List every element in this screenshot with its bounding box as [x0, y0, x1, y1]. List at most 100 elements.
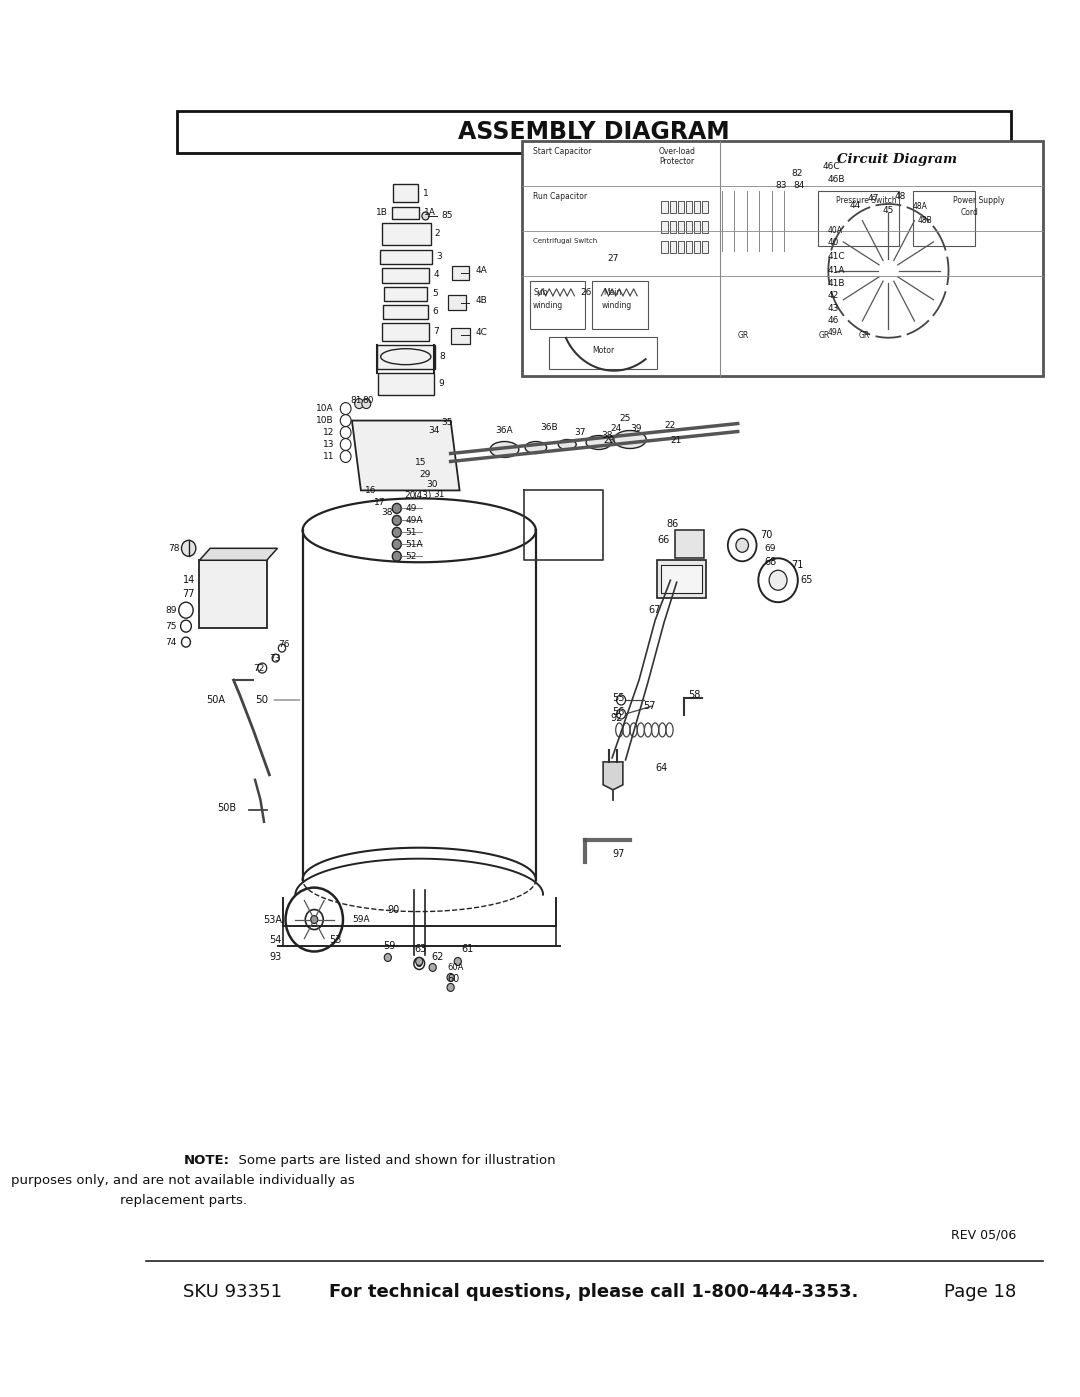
Text: 13: 13: [323, 440, 334, 448]
Text: 62: 62: [431, 953, 443, 963]
Text: 47: 47: [868, 194, 879, 204]
Text: 67: 67: [648, 605, 660, 615]
Bar: [448, 295, 465, 310]
Bar: [675, 531, 703, 559]
Text: 8: 8: [438, 352, 445, 362]
Text: 49: 49: [406, 504, 417, 513]
Text: 49A: 49A: [827, 328, 842, 337]
Circle shape: [311, 915, 318, 923]
Bar: [200, 560, 267, 629]
Circle shape: [455, 957, 461, 965]
Text: 20: 20: [404, 490, 416, 500]
Bar: [670, 221, 676, 233]
Text: 2: 2: [434, 229, 440, 239]
Bar: [686, 221, 692, 233]
Text: 90: 90: [388, 905, 400, 915]
Text: 24: 24: [610, 425, 622, 433]
Bar: [819, 191, 900, 246]
Text: 23: 23: [603, 436, 615, 446]
Text: 51: 51: [406, 528, 417, 536]
Text: 92: 92: [610, 712, 623, 724]
Text: 50A: 50A: [206, 694, 225, 705]
Text: 27: 27: [608, 254, 619, 264]
Bar: [661, 201, 667, 212]
Text: 58: 58: [688, 690, 701, 700]
Text: 46C: 46C: [823, 162, 840, 170]
Bar: [382, 323, 429, 341]
Text: replacement parts.: replacement parts.: [120, 1194, 246, 1207]
Text: 1: 1: [422, 189, 429, 197]
Bar: [380, 250, 432, 264]
Text: 10B: 10B: [316, 416, 334, 425]
Circle shape: [392, 515, 402, 525]
Text: 14: 14: [183, 576, 195, 585]
Text: GR: GR: [859, 331, 870, 341]
Bar: [670, 240, 676, 253]
Text: 10A: 10A: [316, 404, 334, 414]
Text: 73: 73: [269, 654, 281, 662]
Text: 35: 35: [442, 418, 454, 427]
Text: Circuit Diagram: Circuit Diagram: [837, 152, 957, 166]
Text: winding: winding: [534, 302, 564, 310]
Bar: [661, 240, 667, 253]
Circle shape: [429, 964, 436, 971]
Text: 1A: 1A: [423, 208, 435, 218]
Text: 25: 25: [619, 414, 631, 423]
Bar: [381, 224, 431, 244]
Text: 34: 34: [428, 426, 440, 434]
Circle shape: [362, 398, 370, 408]
Circle shape: [447, 974, 455, 982]
Bar: [384, 286, 428, 300]
Text: 3: 3: [436, 253, 442, 261]
Ellipse shape: [525, 441, 546, 454]
Text: SKU 93351: SKU 93351: [184, 1282, 282, 1301]
Text: 15: 15: [415, 458, 427, 467]
Text: 4B: 4B: [476, 296, 487, 306]
Text: 42: 42: [827, 292, 839, 300]
Text: 7: 7: [433, 327, 440, 337]
Text: 70: 70: [760, 531, 772, 541]
Text: (43): (43): [413, 490, 431, 500]
Polygon shape: [832, 205, 953, 345]
Text: 41A: 41A: [827, 267, 845, 275]
Bar: [393, 184, 418, 203]
Text: 50: 50: [255, 694, 300, 705]
Text: 51A: 51A: [406, 539, 423, 549]
Text: 86: 86: [666, 520, 678, 529]
Circle shape: [769, 570, 787, 590]
Text: 80: 80: [363, 397, 374, 405]
Text: 66: 66: [657, 535, 670, 545]
Text: Cord: Cord: [960, 208, 978, 218]
Text: 4A: 4A: [476, 267, 487, 275]
Text: 38: 38: [602, 432, 612, 440]
Text: 63: 63: [415, 944, 427, 954]
Text: 85: 85: [442, 211, 454, 221]
Text: 4C: 4C: [476, 328, 487, 337]
Text: 93: 93: [270, 953, 282, 963]
Circle shape: [447, 983, 455, 992]
Text: 17: 17: [375, 497, 386, 507]
Bar: [677, 201, 684, 212]
Text: 36B: 36B: [540, 423, 558, 432]
Bar: [592, 281, 648, 328]
Text: 59A: 59A: [352, 915, 369, 923]
Bar: [383, 305, 428, 319]
Text: 53: 53: [329, 935, 342, 944]
Bar: [382, 268, 429, 282]
Text: 81: 81: [350, 397, 362, 405]
Text: 30: 30: [427, 481, 437, 489]
Text: 38: 38: [381, 509, 393, 517]
Text: 11: 11: [323, 453, 334, 461]
Text: REV 05/06: REV 05/06: [950, 1229, 1016, 1242]
Text: 5: 5: [432, 289, 437, 299]
Text: Start Capacitor: Start Capacitor: [534, 147, 592, 155]
Text: For technical questions, please call 1-800-444-3353.: For technical questions, please call 1-8…: [329, 1282, 859, 1301]
Bar: [177, 112, 1011, 154]
Text: Motor: Motor: [592, 346, 615, 355]
Text: 56: 56: [612, 707, 624, 717]
Text: Centrifugal Switch: Centrifugal Switch: [534, 237, 597, 244]
Bar: [677, 221, 684, 233]
Bar: [392, 207, 419, 219]
Text: 46B: 46B: [827, 175, 845, 183]
Bar: [702, 240, 708, 253]
